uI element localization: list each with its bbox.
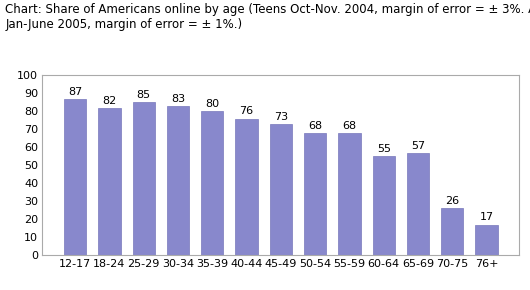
Bar bbox=[64, 99, 86, 255]
Bar bbox=[99, 108, 121, 255]
Bar bbox=[475, 225, 498, 255]
Text: 80: 80 bbox=[205, 99, 219, 109]
Text: 68: 68 bbox=[342, 121, 357, 131]
Bar bbox=[338, 133, 360, 255]
Bar bbox=[235, 119, 258, 255]
Bar bbox=[407, 153, 429, 255]
Bar bbox=[167, 106, 189, 255]
Bar bbox=[132, 102, 155, 255]
Bar bbox=[201, 111, 224, 255]
Bar bbox=[373, 156, 395, 255]
Text: 83: 83 bbox=[171, 94, 185, 104]
Text: 17: 17 bbox=[480, 213, 493, 222]
Bar bbox=[304, 133, 326, 255]
Text: 76: 76 bbox=[240, 106, 254, 116]
Text: 73: 73 bbox=[274, 112, 288, 122]
Text: 26: 26 bbox=[445, 196, 460, 206]
Text: 57: 57 bbox=[411, 141, 425, 151]
Text: 87: 87 bbox=[68, 87, 82, 97]
Text: 82: 82 bbox=[102, 96, 117, 106]
Text: 55: 55 bbox=[377, 144, 391, 154]
Bar bbox=[441, 209, 463, 255]
Text: 85: 85 bbox=[137, 90, 151, 100]
Bar bbox=[270, 124, 292, 255]
Text: 68: 68 bbox=[308, 121, 322, 131]
Text: Chart: Share of Americans online by age (Teens Oct-Nov. 2004, margin of error = : Chart: Share of Americans online by age … bbox=[5, 3, 530, 31]
